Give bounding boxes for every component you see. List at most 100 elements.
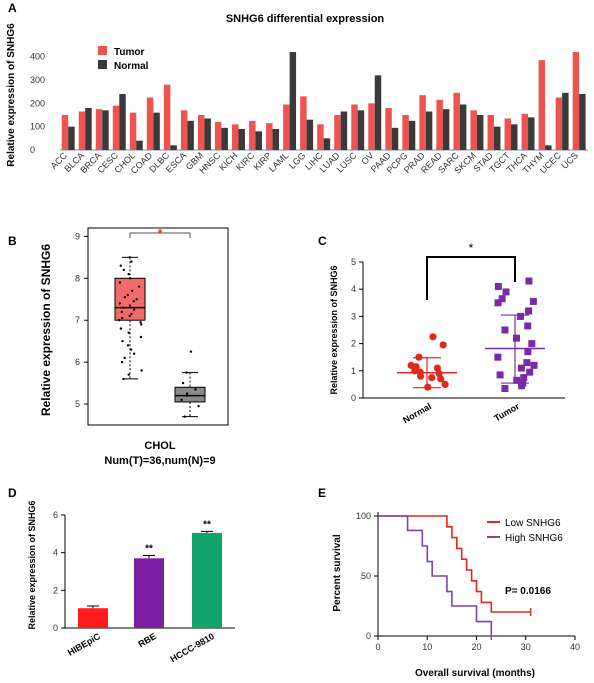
panel-c-point-tumor: [517, 312, 525, 320]
panel-a-xtick-label: LUSC: [335, 150, 359, 174]
panel-a-bar-normal: [187, 120, 194, 150]
panel-a-bar-tumor: [538, 60, 546, 150]
panel-e-pvalue: P= 0.0166: [505, 586, 551, 597]
panel-letter-a: A: [8, 1, 17, 15]
panel-a-bar-normal: [153, 112, 160, 150]
legend-label-high: High SNHG6: [505, 533, 563, 544]
panel-a-xtick-label: KIRC: [234, 150, 257, 173]
panel-b-ytick-label: 8: [75, 273, 80, 283]
panel-c-ytick-label: 5: [351, 257, 356, 267]
panel-b-frame: [87, 227, 229, 426]
panel-a-xtick-label: LAML: [267, 150, 291, 174]
panel-a-bar-normal: [374, 75, 382, 150]
panel-d-bar: [134, 558, 164, 628]
panel-a-legend: Tumor Normal: [98, 46, 149, 72]
panel-c-ytick-label: 4: [351, 284, 356, 294]
panel-c-point-tumor: [526, 368, 534, 376]
panel-b-point: [139, 321, 142, 324]
panel-b-point: [121, 339, 124, 343]
panel-b-point: [127, 272, 130, 276]
panel-e-xtick-label: 30: [521, 642, 531, 652]
panel-a-bar-normal: [102, 110, 109, 150]
panel-a-bar-normal: [511, 124, 518, 150]
panel-c-xtick-label: Tumor: [492, 401, 521, 424]
panel-b-ytick-label: 6: [75, 357, 80, 367]
panel-d-ytick-label: 6: [53, 510, 58, 520]
panel-b-point: [119, 264, 122, 267]
panel-b-point: [130, 312, 133, 316]
panel-c-point-normal: [416, 372, 425, 380]
panel-e-legend: Low SNHG6 High SNHG6: [487, 518, 563, 544]
panel-b-box-tumor: [114, 277, 146, 321]
panel-c-xtick-label: Normal: [401, 401, 433, 425]
panel-c-point-tumor: [530, 361, 538, 369]
panel-a-ytick-label: 0: [30, 145, 35, 155]
panel-c-scatter: Relative expression of SNHG6 0 1 2 3 4 5 Norm…: [329, 241, 565, 425]
panel-a-ylabel: Relative expression of SNHG6: [6, 23, 17, 167]
panel-b-plot: *: [114, 226, 206, 418]
panel-e-plot: [378, 515, 532, 640]
panel-a-xtick-label: LGG: [287, 150, 308, 171]
panel-e-xtick-label: 10: [422, 642, 432, 652]
panel-a-bar-tumor: [504, 118, 512, 150]
panel-a-bar-normal: [272, 129, 280, 150]
panel-c-ytick-label: 0: [351, 393, 356, 403]
panel-a-bar-tumor: [249, 120, 256, 150]
panel-c-point-tumor: [524, 348, 532, 356]
panel-b-point: [128, 277, 132, 280]
panel-c-point-tumor: [496, 371, 504, 379]
panel-a-bar-tumor: [300, 96, 307, 150]
panel-b-point: [139, 335, 143, 339]
panel-a-bar-normal: [357, 110, 365, 150]
panel-a-bar-normal: [425, 111, 433, 150]
panel-c-significance-bracket: [426, 256, 516, 300]
panel-a-bar-normal: [579, 94, 586, 150]
panel-d-ylabel: Relative expression of SNHG6: [27, 500, 37, 629]
panel-a-bar-tumor: [283, 104, 290, 150]
panel-e-ytick-label: 0: [366, 631, 371, 641]
panel-b-point: [130, 260, 133, 263]
panel-b-point: [130, 348, 133, 351]
panel-d-ytick-label: 4: [53, 548, 58, 558]
panel-a-ytick-label: 100: [30, 122, 45, 132]
panel-e-ytick-label: 50: [361, 571, 371, 581]
panel-a-bar-normal: [476, 115, 484, 150]
panel-a-bar-normal: [204, 118, 211, 150]
panel-c-point-tumor: [525, 307, 533, 315]
panel-d-significance: **: [203, 519, 211, 530]
panel-a-ytick-label: 200: [30, 98, 45, 108]
panel-a-bar-tumor: [163, 84, 171, 150]
panel-d-plot: HIBEpiC ** RBE ** HCCC-9810: [66, 519, 222, 664]
panel-b-point: [189, 350, 193, 353]
panel-b-point: [121, 316, 124, 320]
panel-b-point: [132, 300, 135, 303]
panel-a-bar-normal: [255, 131, 263, 150]
panel-b-point: [137, 285, 141, 288]
panel-c-point-tumor: [517, 364, 525, 372]
panel-c-point-tumor: [520, 374, 528, 382]
panel-c-point-tumor: [494, 299, 502, 307]
panel-a-bars: [61, 52, 586, 150]
panel-a-bar-normal: [340, 111, 348, 150]
panel-e-ylabel: Percent survival: [332, 534, 343, 611]
panel-a-bar-normal: [391, 127, 399, 150]
panel-e-ytick-label: 100: [356, 511, 371, 521]
panel-a-bar-tumor: [453, 92, 460, 150]
panel-b-point: [128, 314, 131, 318]
panel-a-bar-normal: [493, 126, 501, 150]
panel-a-bar-tumor: [112, 105, 120, 150]
panel-a-ytick-label: 300: [30, 75, 45, 85]
panel-b-point: [140, 323, 143, 326]
panel-a-xtick-label: KICH: [217, 150, 239, 172]
panel-a-bar-normal: [136, 140, 143, 150]
panel-b-point: [135, 298, 138, 301]
panel-c-point-tumor: [529, 297, 537, 305]
panel-b-point: [132, 308, 136, 311]
panel-b-ytick-label: 9: [75, 231, 80, 241]
panel-b-point: [126, 293, 130, 297]
panel-d-bar: [78, 608, 108, 628]
panel-b-point: [181, 381, 185, 385]
panel-a-bar-tumor: [214, 122, 222, 150]
panel-b-point: [128, 304, 132, 307]
panel-c-point-normal: [439, 341, 447, 349]
